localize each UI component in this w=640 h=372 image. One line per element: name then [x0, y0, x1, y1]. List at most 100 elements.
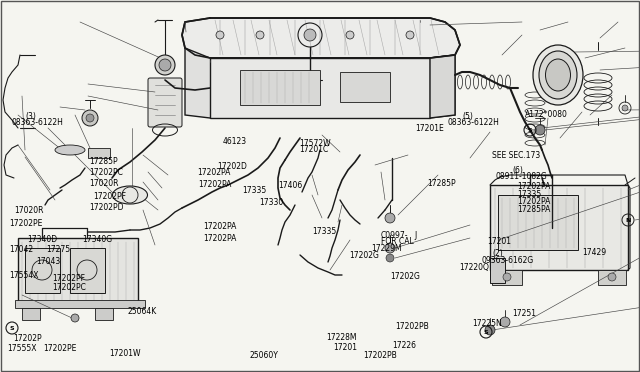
Text: J: J: [415, 231, 417, 240]
Ellipse shape: [533, 45, 583, 105]
Text: 17202D: 17202D: [218, 162, 248, 171]
Text: 17202PE: 17202PE: [10, 219, 43, 228]
Bar: [95, 308, 113, 320]
Text: 17201: 17201: [488, 237, 512, 246]
Circle shape: [386, 254, 394, 262]
Text: 17020R: 17020R: [90, 179, 119, 187]
Text: 17555X: 17555X: [8, 344, 37, 353]
Bar: [18, 238, 138, 303]
Text: 25064K: 25064K: [128, 307, 157, 316]
Circle shape: [500, 317, 510, 327]
Text: SEE SEC.173: SEE SEC.173: [492, 151, 540, 160]
Text: 17335: 17335: [242, 186, 266, 195]
Circle shape: [304, 29, 316, 41]
Bar: [492, 270, 522, 285]
Bar: [240, 70, 320, 105]
Polygon shape: [185, 48, 455, 118]
Text: 17202PA: 17202PA: [197, 169, 230, 177]
Text: 17229M: 17229M: [371, 244, 402, 253]
Text: C0997-: C0997-: [381, 231, 408, 240]
Circle shape: [86, 114, 94, 122]
Text: 09363-6162G: 09363-6162G: [481, 256, 534, 265]
Circle shape: [385, 243, 395, 253]
Text: 08911-1082G: 08911-1082G: [496, 172, 548, 181]
Bar: [15, 300, 145, 308]
Text: 17202PF: 17202PF: [93, 192, 126, 201]
Circle shape: [71, 314, 79, 322]
Text: (2): (2): [493, 249, 504, 258]
Text: 17202P: 17202P: [13, 334, 42, 343]
Bar: [22, 308, 40, 320]
Text: 17335: 17335: [312, 227, 337, 236]
Circle shape: [608, 273, 616, 281]
Text: 17042: 17042: [10, 246, 34, 254]
Bar: [490, 258, 505, 283]
Circle shape: [155, 55, 175, 75]
Ellipse shape: [539, 51, 577, 99]
Circle shape: [622, 105, 628, 111]
Text: 17335: 17335: [517, 190, 541, 199]
Ellipse shape: [113, 186, 147, 204]
Circle shape: [346, 31, 354, 39]
Text: S: S: [528, 128, 532, 132]
Bar: [25, 248, 60, 293]
Text: 25060Y: 25060Y: [250, 351, 278, 360]
Text: 17201: 17201: [333, 343, 357, 352]
Text: 17226: 17226: [392, 341, 417, 350]
Text: N: N: [625, 218, 630, 222]
Text: 17251: 17251: [512, 309, 536, 318]
Circle shape: [159, 59, 171, 71]
Circle shape: [485, 325, 495, 335]
Text: (5): (5): [462, 112, 473, 121]
Text: (3): (3): [26, 112, 36, 121]
Text: 17228M: 17228M: [326, 333, 357, 342]
Ellipse shape: [545, 59, 570, 91]
Text: 17285PA: 17285PA: [517, 205, 550, 214]
Text: 17330: 17330: [259, 198, 284, 207]
Text: 46123: 46123: [223, 137, 247, 146]
Text: 17202PA: 17202PA: [204, 222, 237, 231]
Polygon shape: [430, 55, 455, 118]
Bar: [598, 270, 626, 285]
Text: 17202PE: 17202PE: [44, 344, 77, 353]
Text: 17202PA: 17202PA: [198, 180, 232, 189]
Text: S: S: [10, 326, 14, 330]
Ellipse shape: [55, 145, 85, 155]
Text: 17201E: 17201E: [415, 124, 444, 133]
Circle shape: [503, 273, 511, 281]
Text: 08363-6122H: 08363-6122H: [448, 118, 500, 127]
Text: 17202PC: 17202PC: [90, 169, 124, 177]
Text: S: S: [484, 330, 488, 334]
Text: 17572W: 17572W: [300, 139, 331, 148]
Text: 17429: 17429: [582, 248, 607, 257]
Text: 17201W: 17201W: [109, 349, 140, 358]
Text: 17340D: 17340D: [27, 235, 57, 244]
Text: 17275: 17275: [46, 246, 70, 254]
Bar: [498, 195, 578, 250]
Text: 17554X: 17554X: [10, 271, 39, 280]
Bar: [490, 185, 628, 270]
Polygon shape: [182, 18, 460, 58]
Text: 17202PC: 17202PC: [52, 283, 86, 292]
Text: 17285P: 17285P: [90, 157, 118, 166]
Text: 17225N: 17225N: [472, 319, 502, 328]
Text: 17202PA: 17202PA: [204, 234, 237, 243]
Text: 17020R: 17020R: [14, 206, 44, 215]
Circle shape: [406, 31, 414, 39]
FancyBboxPatch shape: [148, 78, 182, 127]
Text: 17202PA: 17202PA: [517, 197, 550, 206]
Text: 17202PB: 17202PB: [364, 351, 397, 360]
Text: 17202PF: 17202PF: [52, 274, 86, 283]
Circle shape: [535, 125, 545, 135]
Text: 17340G: 17340G: [82, 235, 112, 244]
Text: (6): (6): [512, 166, 523, 175]
Text: 17201C: 17201C: [300, 145, 329, 154]
Circle shape: [256, 31, 264, 39]
Text: A172*0080: A172*0080: [525, 110, 568, 119]
Text: 17285P: 17285P: [428, 179, 456, 187]
Circle shape: [385, 213, 395, 223]
Text: 17043: 17043: [36, 257, 61, 266]
Text: 17202G: 17202G: [390, 272, 420, 280]
Polygon shape: [210, 58, 430, 118]
Text: 17202PB: 17202PB: [396, 322, 429, 331]
